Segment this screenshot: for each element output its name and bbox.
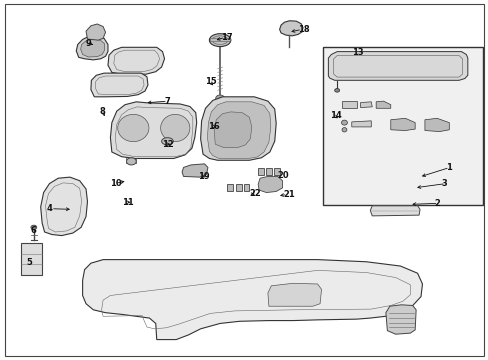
Text: 1: 1: [445, 163, 451, 172]
Text: 11: 11: [122, 198, 133, 207]
Text: 15: 15: [205, 77, 217, 86]
Text: 3: 3: [441, 179, 447, 188]
Polygon shape: [76, 36, 108, 60]
Text: 9: 9: [86, 39, 92, 48]
Polygon shape: [375, 101, 390, 108]
Polygon shape: [369, 206, 419, 216]
Ellipse shape: [31, 225, 37, 229]
Polygon shape: [182, 164, 207, 177]
Ellipse shape: [209, 34, 230, 46]
Text: 8: 8: [99, 107, 105, 116]
Text: 6: 6: [31, 226, 37, 235]
Text: 14: 14: [329, 111, 341, 120]
Text: 4: 4: [47, 204, 53, 213]
Bar: [243, 184, 249, 191]
Text: 18: 18: [298, 25, 309, 34]
Ellipse shape: [160, 114, 189, 141]
Ellipse shape: [161, 138, 173, 145]
Text: 17: 17: [221, 33, 232, 42]
Polygon shape: [81, 39, 104, 57]
Text: 19: 19: [198, 172, 209, 181]
Text: 13: 13: [351, 48, 363, 57]
Text: 22: 22: [249, 189, 261, 198]
Polygon shape: [341, 101, 356, 108]
Ellipse shape: [341, 120, 346, 125]
Polygon shape: [210, 38, 229, 41]
Bar: [227, 184, 233, 191]
Text: 16: 16: [207, 122, 219, 131]
Ellipse shape: [126, 158, 136, 165]
Polygon shape: [360, 102, 371, 108]
Text: 2: 2: [434, 199, 440, 208]
Polygon shape: [41, 177, 87, 235]
Text: 5: 5: [26, 258, 32, 267]
Polygon shape: [207, 102, 270, 158]
Polygon shape: [390, 118, 414, 131]
Text: 21: 21: [283, 190, 295, 199]
Ellipse shape: [334, 89, 339, 92]
Polygon shape: [86, 24, 105, 40]
Text: 10: 10: [110, 179, 122, 188]
Ellipse shape: [341, 128, 346, 132]
Polygon shape: [351, 121, 370, 127]
Text: 7: 7: [163, 96, 169, 105]
Polygon shape: [385, 305, 415, 334]
Text: 12: 12: [161, 140, 173, 149]
Text: 20: 20: [277, 171, 289, 180]
Polygon shape: [279, 21, 303, 36]
Bar: [258, 168, 264, 175]
Polygon shape: [267, 283, 321, 306]
Ellipse shape: [118, 114, 149, 141]
Polygon shape: [424, 118, 448, 132]
Polygon shape: [110, 102, 196, 158]
Polygon shape: [328, 51, 467, 80]
Polygon shape: [200, 97, 276, 160]
Bar: [21, 243, 41, 275]
Ellipse shape: [215, 95, 224, 102]
Polygon shape: [82, 260, 422, 339]
Bar: [273, 168, 279, 175]
Polygon shape: [214, 112, 251, 148]
Polygon shape: [258, 176, 282, 193]
Polygon shape: [108, 47, 164, 74]
Polygon shape: [91, 73, 148, 97]
Bar: [266, 168, 272, 175]
Bar: [235, 184, 241, 191]
Bar: [322, 47, 483, 205]
